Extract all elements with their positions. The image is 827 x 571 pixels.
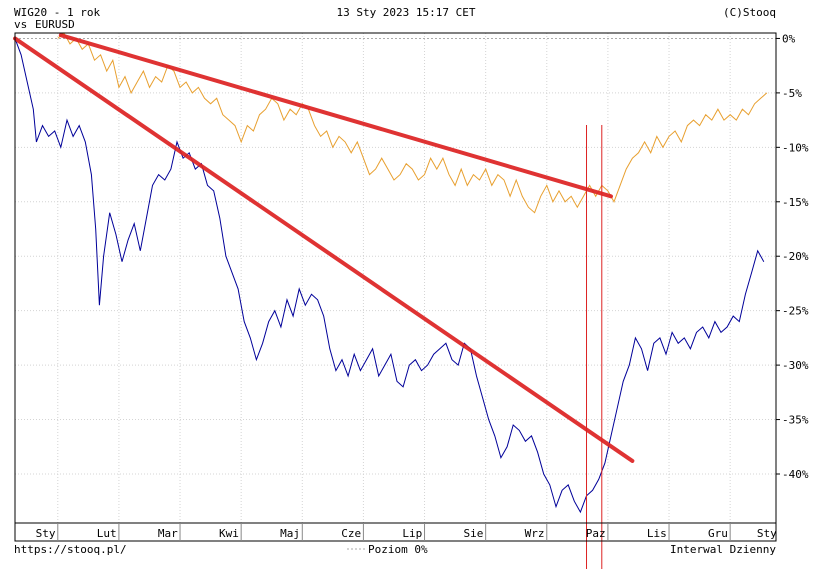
series-layer <box>14 32 768 514</box>
x-tick-label: Mar <box>158 527 178 540</box>
compare-symbol: EURUSD <box>35 18 75 31</box>
vs-label: vs <box>14 18 27 31</box>
series-line-wig20 <box>14 38 765 514</box>
chart-header: WIG20 - 1 rok vs EURUSD 13 Sty 2023 15:1… <box>14 6 776 31</box>
x-tick-label: Sty <box>36 527 56 540</box>
series-line-eurusd <box>57 32 768 214</box>
x-tick-label: Maj <box>280 527 300 540</box>
zero-level-legend-label: Poziom 0% <box>368 543 428 556</box>
y-tick-label: -20% <box>782 250 809 263</box>
y-tick-label: -15% <box>782 196 809 209</box>
x-tick-label: Cze <box>341 527 361 540</box>
timestamp: 13 Sty 2023 15:17 CET <box>336 6 475 19</box>
y-tick-label: -35% <box>782 414 809 427</box>
chart-title: WIG20 - 1 rok <box>14 6 100 19</box>
x-tick-label: Paz <box>586 527 606 540</box>
y-tick-label: -10% <box>782 141 809 154</box>
x-tick-label: Lut <box>97 527 117 540</box>
chart-footer: https://stooq.pl/ Poziom 0% Interwal Dzi… <box>14 543 776 556</box>
x-axis: Sty Lut Mar Kwi Maj Cze Lip Sie Wrz Paz Lis Gru Sty <box>15 522 777 541</box>
y-tick-label: -5% <box>782 87 802 100</box>
grid <box>15 33 776 523</box>
interval-label: Interwal Dzienny <box>670 543 776 556</box>
trendline <box>58 33 613 199</box>
x-tick-label: Gru <box>708 527 728 540</box>
plot-frame <box>14 32 777 542</box>
x-tick-label: Kwi <box>219 527 239 540</box>
y-tick-label: 0% <box>782 32 796 45</box>
trendline <box>13 36 635 463</box>
x-tick-label: Sie <box>463 527 483 540</box>
annotations-layer <box>13 33 635 569</box>
copyright: (C)Stooq <box>723 6 776 19</box>
y-tick-label: -40% <box>782 468 809 481</box>
x-tick-label: Lis <box>647 527 667 540</box>
y-tick-label: -25% <box>782 305 809 318</box>
y-tick-labels: 0% -5% -10% -15% -20% -25% -30% -35% -40% <box>776 32 809 481</box>
x-tick-label: Lip <box>402 527 422 540</box>
y-tick-label: -30% <box>782 359 809 372</box>
x-tick-label: Wrz <box>525 527 545 540</box>
x-tick-label: Sty <box>757 527 777 540</box>
source-url[interactable]: https://stooq.pl/ <box>14 543 127 556</box>
